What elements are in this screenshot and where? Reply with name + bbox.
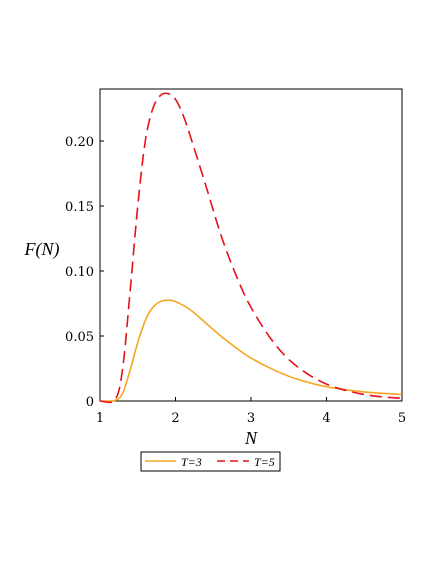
x-tick-label: 3 bbox=[247, 411, 255, 426]
x-axis-ticks: 1 2 3 4 5 bbox=[96, 397, 406, 426]
x-tick-label: 1 bbox=[96, 411, 104, 426]
y-tick-label: 0 bbox=[86, 395, 94, 410]
y-tick-label: 0.05 bbox=[65, 330, 94, 345]
y-tick-label: 0.15 bbox=[65, 200, 94, 215]
plot-frame bbox=[99, 88, 403, 402]
legend-label-t5: T=5 bbox=[254, 455, 275, 469]
x-axis-title: N bbox=[244, 428, 258, 448]
y-axis-title: F(N) bbox=[24, 239, 60, 260]
legend: T=3 T=5 bbox=[140, 451, 281, 472]
x-tick-label: 2 bbox=[171, 411, 179, 426]
y-tick-label: 0.10 bbox=[65, 265, 94, 280]
legend-box bbox=[140, 451, 281, 472]
y-tick-label: 0.20 bbox=[65, 135, 94, 150]
x-tick-label: 5 bbox=[398, 411, 406, 426]
series-layer bbox=[99, 92, 403, 404]
series-line-t3 bbox=[99, 299, 403, 402]
y-axis-ticks: 0 0.05 0.10 0.15 0.20 bbox=[65, 135, 104, 410]
x-tick-label: 4 bbox=[322, 411, 330, 426]
legend-label-t3: T=3 bbox=[181, 455, 202, 469]
series-line-t5 bbox=[99, 92, 403, 404]
